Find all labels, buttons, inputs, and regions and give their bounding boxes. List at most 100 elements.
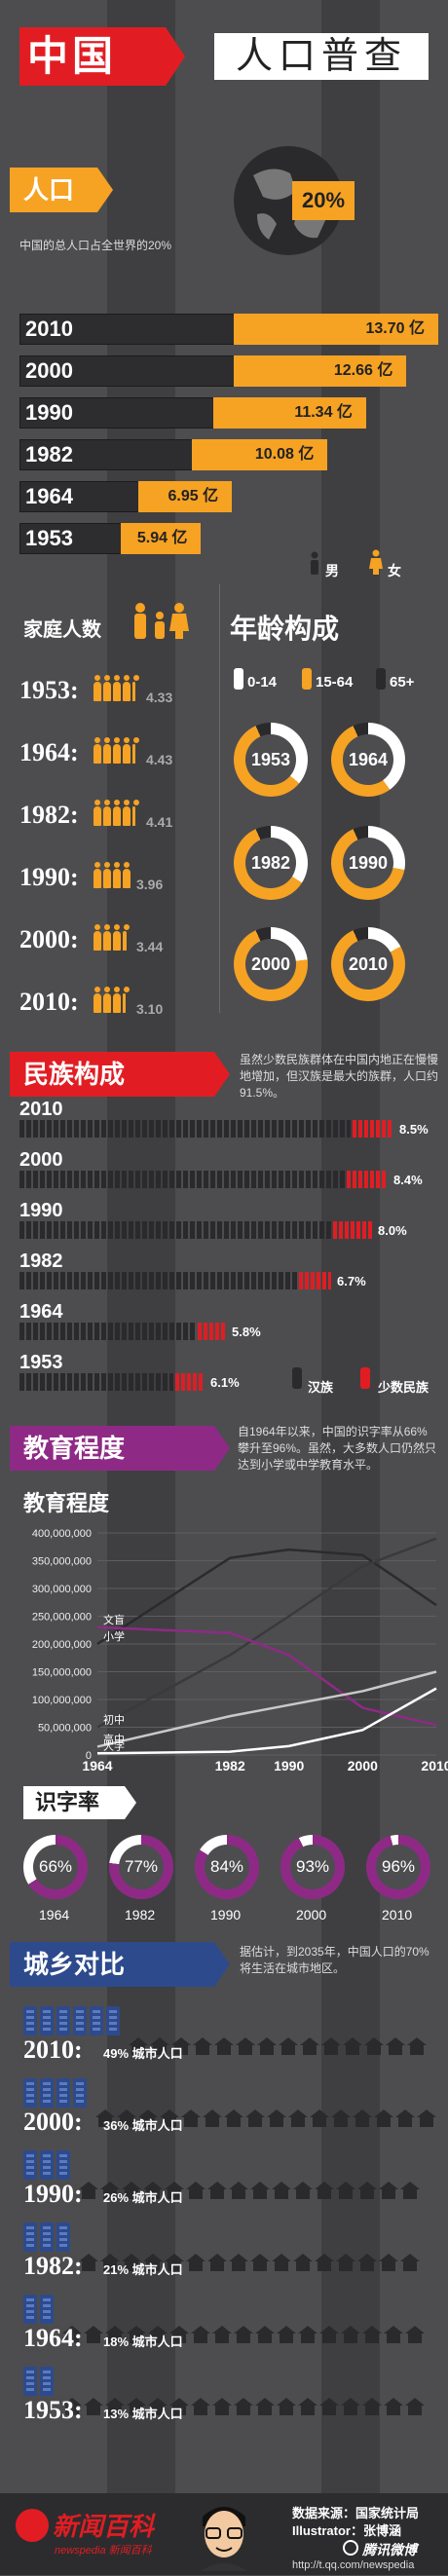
weibo-label: 腾讯微博 (362, 2542, 417, 2557)
literacy-pct: 84% (205, 1845, 249, 1889)
family-year: 1953: (19, 676, 79, 704)
brand-name: 新闻百科 (53, 2512, 155, 2541)
rural-houses (62, 2398, 427, 2420)
rural-houses (95, 2109, 438, 2132)
literacy-year: 1964 (39, 1907, 70, 1923)
population-bar: 6.95 亿 1964 (19, 481, 233, 512)
ethnic-year: 2010 (19, 1099, 63, 1120)
population-bar-year: 1990 (25, 400, 73, 425)
urban-pct: 36% 城市人口 (103, 2118, 183, 2133)
house-icon (122, 2182, 141, 2199)
age-heading: 年龄构成 (230, 614, 340, 644)
age-ring: 1953 (234, 723, 308, 797)
house-icon (138, 2109, 158, 2127)
house-icon (207, 2182, 227, 2199)
house-icon (62, 2326, 82, 2343)
house-icon (212, 2398, 232, 2415)
series-line (96, 1687, 437, 1755)
house-icon (165, 2182, 184, 2199)
section-divider-1 (219, 584, 220, 1013)
rural-houses (79, 2254, 422, 2276)
house-icon (255, 2326, 275, 2343)
house-icon (148, 2398, 168, 2415)
building-icon (56, 2078, 70, 2108)
bg-stripe-2 (321, 0, 380, 2575)
house-icon (234, 2398, 253, 2415)
series-label: 高中 (103, 1732, 125, 1745)
literacy-pct: 66% (33, 1845, 78, 1889)
building-icon (106, 2006, 120, 2035)
house-icon (321, 2037, 341, 2055)
population-bar: 12.66 亿 2000 (19, 355, 407, 387)
house-icon (100, 2254, 120, 2271)
house-icon (143, 2254, 163, 2271)
building-icon (40, 2367, 54, 2396)
population-bar-year: 2000 (25, 358, 73, 383)
series-line (96, 1670, 437, 1748)
series-line (96, 1625, 437, 1727)
urban-year: 2010: (23, 2035, 83, 2064)
family-person-icon (113, 800, 121, 826)
minority-people-row (198, 1323, 226, 1340)
house-icon (234, 2326, 253, 2343)
age-15-64-icon (302, 668, 312, 690)
globe-pct-badge: 20% (292, 181, 355, 220)
weibo-url[interactable]: http://t.qq.com/newspedia (292, 2559, 415, 2571)
building-icon (56, 2150, 70, 2180)
urban-buildings (23, 2295, 56, 2329)
house-icon (272, 2182, 291, 2199)
house-icon (117, 2109, 136, 2127)
urban-year: 1982: (23, 2252, 83, 2280)
family-people (93, 675, 139, 701)
age-ring-year: 1982 (245, 838, 296, 888)
literacy-pct: 93% (290, 1845, 335, 1889)
family-person-icon (93, 924, 101, 951)
house-icon (100, 2182, 120, 2199)
ethnic-pct: 6.7% (337, 1274, 366, 1288)
illustrator-avatar (193, 2497, 255, 2571)
han-people-row (19, 1373, 173, 1391)
family-year: 2000: (19, 925, 79, 953)
minority-people-row (333, 1221, 372, 1239)
family-person-partial-icon (123, 987, 130, 1013)
population-bar-value: 5.94 亿 (121, 523, 202, 554)
han-icon (292, 1367, 302, 1389)
building-icon (23, 2006, 37, 2035)
family-person-icon (103, 862, 111, 888)
house-icon (212, 2326, 232, 2343)
family-year: 1990: (19, 863, 79, 891)
population-bar-year: 1953 (25, 526, 73, 550)
house-icon (310, 2109, 329, 2127)
house-icon (224, 2109, 243, 2127)
ethnic-pct: 8.5% (399, 1122, 429, 1137)
age-ring: 2000 (234, 927, 308, 1001)
literacy-pct: 77% (119, 1845, 164, 1889)
house-icon (203, 2109, 222, 2127)
family-icon (127, 602, 214, 641)
age-65-icon (376, 668, 386, 690)
weibo-icon (343, 2540, 358, 2556)
family-people (93, 987, 130, 1013)
education-heading-tail (214, 1426, 230, 1471)
urban-buildings (23, 2222, 73, 2257)
population-bar: 10.08 亿 1982 (19, 439, 328, 470)
minority-people-row (298, 1272, 331, 1289)
house-icon (341, 2398, 360, 2415)
literacy-year: 1982 (125, 1907, 156, 1923)
urban-pct: 18% 城市人口 (103, 2334, 183, 2349)
house-icon (160, 2109, 179, 2127)
house-icon (267, 2109, 286, 2127)
house-icon (272, 2254, 291, 2271)
house-icon (362, 2398, 382, 2415)
age-ring: 2010 (331, 927, 405, 1001)
population-bar-value: 11.34 亿 (213, 397, 366, 429)
house-icon (343, 2037, 362, 2055)
age-ring: 1964 (331, 723, 405, 797)
house-icon (105, 2326, 125, 2343)
house-icon (127, 2398, 146, 2415)
literacy-ring: 77% (109, 1835, 173, 1899)
house-icon (127, 2326, 146, 2343)
family-people (93, 924, 130, 951)
house-icon (405, 2398, 425, 2415)
ethnic-note: 虽然少数民族群体在中国内地正在慢慢地增加，但汉族是最大的族群，人口约91.5%。 (240, 1053, 439, 1100)
